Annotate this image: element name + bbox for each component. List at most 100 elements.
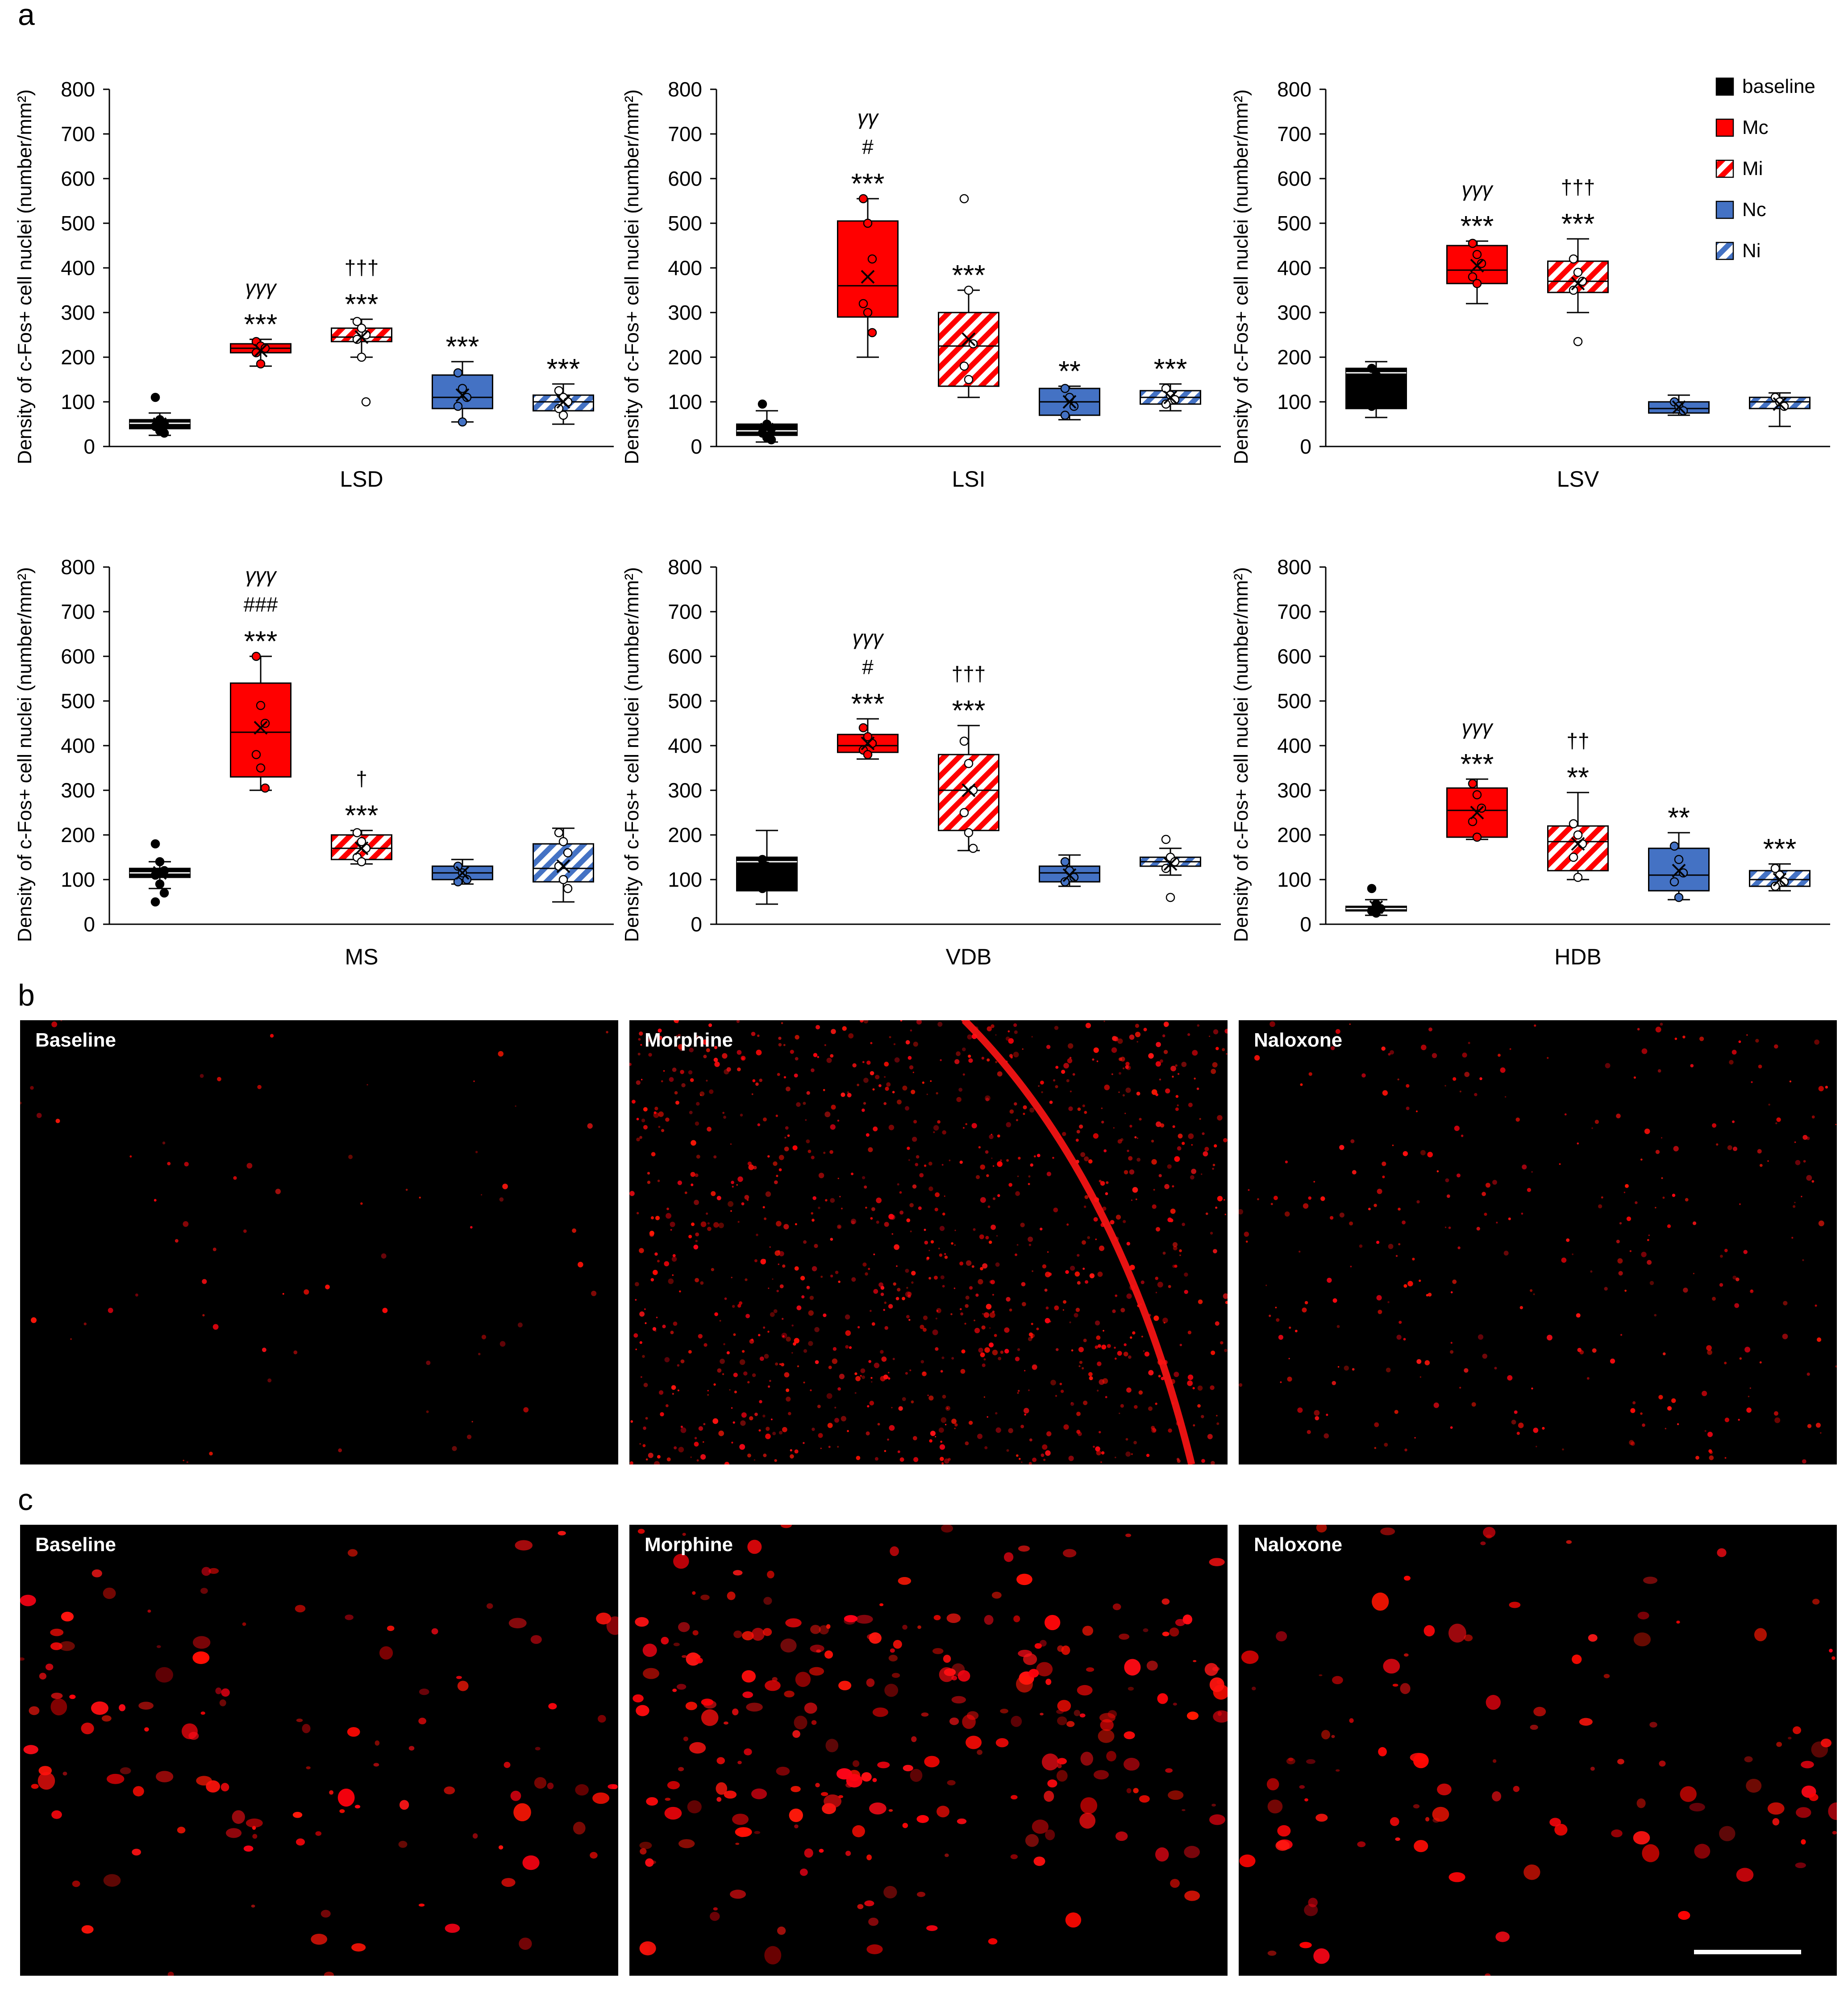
fluorescent-nucleus: [1821, 1738, 1832, 1748]
fluorescent-nucleus: [940, 1275, 945, 1280]
fluorescent-nucleus: [653, 1111, 657, 1114]
fluorescent-nucleus: [55, 1118, 60, 1123]
lsd-mi-data-point: [357, 323, 366, 333]
fluorescent-nucleus: [932, 1329, 938, 1335]
legend-label-ni: Ni: [1742, 240, 1761, 262]
fluorescent-nucleus: [1025, 1834, 1039, 1847]
fluorescent-nucleus: [1647, 1239, 1649, 1241]
lsd-nc-data-point: [453, 401, 463, 411]
fluorescent-nucleus: [1201, 1173, 1203, 1175]
fluorescent-nucleus: [928, 1277, 932, 1280]
lsi-mi-box: [938, 312, 999, 387]
fluorescent-nucleus: [1428, 1027, 1432, 1031]
fluorescent-nucleus: [1010, 1056, 1013, 1059]
fluorescent-nucleus: [872, 1707, 888, 1717]
fluorescent-nucleus: [1464, 1072, 1470, 1077]
fluorescent-nucleus: [863, 1020, 869, 1024]
fluorescent-nucleus: [1266, 1778, 1279, 1790]
fluorescent-nucleus: [472, 1833, 478, 1839]
fluorescent-nucleus: [1453, 1077, 1457, 1081]
vdb-mi-data-point: [968, 843, 978, 853]
fluorescent-nucleus: [892, 1358, 895, 1360]
fluorescent-nucleus: [192, 1636, 211, 1649]
fluorescent-nucleus: [1224, 1348, 1228, 1352]
fluorescent-nucleus: [825, 1739, 839, 1752]
hdb-mc-mean-marker: [1470, 805, 1484, 820]
fluorescent-nucleus: [1536, 1446, 1537, 1448]
fluorescent-nucleus: [941, 1462, 944, 1464]
fluorescent-nucleus: [658, 1028, 662, 1033]
fluorescent-nucleus: [270, 1034, 274, 1038]
fluorescent-nucleus: [201, 1567, 211, 1576]
fluorescent-nucleus: [996, 1235, 998, 1237]
fluorescent-nucleus: [20, 1594, 36, 1606]
fluorescent-nucleus: [852, 1825, 865, 1837]
fluorescent-nucleus: [1336, 1325, 1340, 1328]
lsv-mi-mean-marker: [1571, 276, 1585, 291]
fluorescent-nucleus: [1757, 1149, 1762, 1154]
fluorescent-nucleus: [405, 1189, 408, 1191]
fluorescent-nucleus: [661, 1129, 665, 1132]
fluorescent-nucleus: [642, 1355, 645, 1358]
fluorescent-nucleus: [937, 1120, 941, 1124]
fluorescent-nucleus: [956, 1097, 961, 1102]
ms-baseline-data-point: [150, 870, 160, 880]
fluorescent-nucleus: [1103, 1020, 1105, 1022]
fluorescent-nucleus: [924, 1756, 940, 1768]
fluorescent-nucleus: [655, 1215, 660, 1220]
fluorescent-nucleus: [883, 1102, 887, 1106]
fluorescent-nucleus: [899, 1210, 904, 1215]
lsd-ni-significance-label: ***: [547, 353, 580, 385]
fluorescent-nucleus: [834, 1406, 837, 1409]
fluorescent-nucleus: [1191, 1144, 1193, 1146]
fluorescent-nucleus: [1119, 1057, 1122, 1061]
fluorescent-nucleus: [696, 1155, 700, 1159]
fluorescent-nucleus: [1009, 1109, 1014, 1114]
fluorescent-nucleus: [81, 1925, 94, 1934]
fluorescent-nucleus: [1199, 1118, 1201, 1120]
fluorescent-nucleus: [784, 1136, 787, 1139]
fluorescent-nucleus: [1671, 1398, 1676, 1403]
fluorescent-nucleus: [804, 1702, 817, 1714]
fluorescent-nucleus: [1707, 1350, 1712, 1355]
fluorescent-nucleus: [1245, 1240, 1248, 1243]
fluorescent-nucleus: [1101, 1344, 1107, 1350]
lsi-mc-data-point: [863, 218, 873, 228]
fluorescent-nucleus: [1308, 1072, 1312, 1076]
fluorescent-nucleus: [1078, 1432, 1082, 1436]
fluorescent-nucleus: [1135, 1023, 1139, 1028]
fluorescent-nucleus: [719, 1320, 721, 1322]
fluorescent-nucleus: [1043, 1459, 1046, 1461]
fluorescent-nucleus: [398, 1840, 408, 1848]
fluorescent-nucleus: [911, 1271, 916, 1276]
fluorescent-nucleus: [1060, 1389, 1064, 1393]
fluorescent-nucleus: [530, 1635, 542, 1644]
fluorescent-nucleus: [1078, 1347, 1084, 1352]
fluorescent-nucleus: [938, 1247, 940, 1250]
fluorescent-nucleus: [1102, 1378, 1108, 1384]
fluorescent-nucleus: [1644, 1128, 1650, 1135]
vdb-mc-data-point: [863, 750, 873, 759]
vdb-nc-data-point: [1069, 872, 1079, 882]
fluorescent-nucleus: [1315, 1814, 1328, 1822]
fluorescent-nucleus: [92, 1569, 102, 1577]
fluorescent-nucleus: [1350, 1139, 1355, 1143]
lsv-mc-data-point: [1477, 259, 1486, 268]
lsd-region-label: LSD: [340, 467, 383, 492]
fluorescent-nucleus: [695, 1121, 699, 1126]
fluorescent-nucleus: [1677, 1423, 1679, 1425]
fluorescent-nucleus: [1811, 1115, 1815, 1119]
fluorescent-nucleus: [1304, 1301, 1308, 1305]
hdb-mc-significance-label: ***: [1461, 748, 1494, 780]
fluorescent-nucleus: [606, 1030, 608, 1034]
fluorescent-nucleus: [735, 1843, 740, 1845]
fluorescent-nucleus: [737, 1067, 741, 1072]
fluorescent-nucleus: [671, 1256, 677, 1262]
fluorescent-nucleus: [470, 1226, 473, 1229]
fluorescent-nucleus: [995, 1738, 1009, 1748]
fluorescent-nucleus: [373, 1763, 379, 1767]
fluorescent-nucleus: [1182, 1615, 1193, 1625]
fluorescent-nucleus: [1248, 1189, 1250, 1191]
fluorescent-nucleus: [1115, 1214, 1121, 1220]
fluorescent-nucleus: [1136, 1137, 1139, 1139]
